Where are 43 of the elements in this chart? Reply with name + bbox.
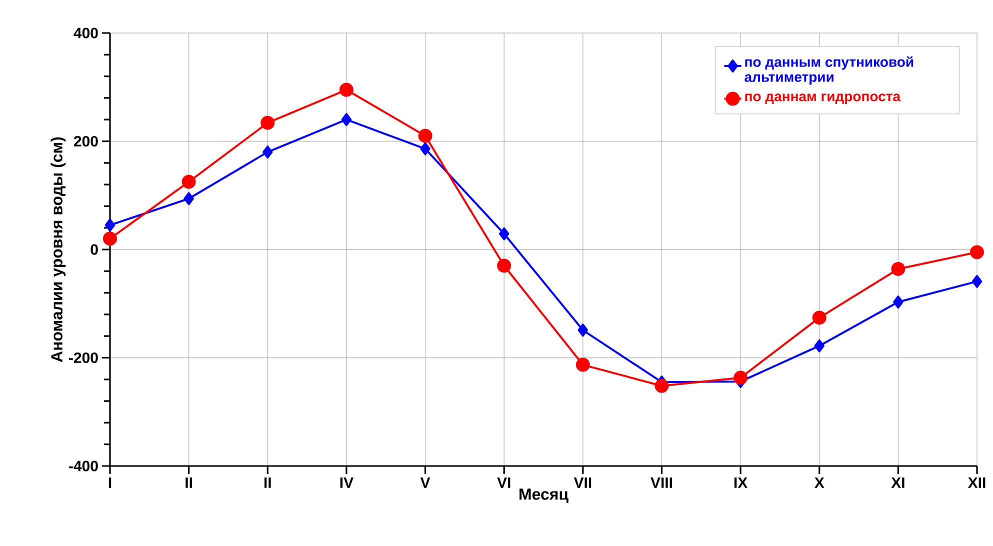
y-tick-label: -400 — [69, 460, 98, 472]
x-tick-label: VI — [497, 478, 510, 488]
x-tick-label: I — [108, 478, 112, 488]
point — [260, 116, 275, 130]
legend-label: по данным спутниковой альтиметрии — [744, 56, 914, 85]
point — [497, 258, 512, 273]
y-axis-title: Аномалии уровня воды (см) — [50, 137, 66, 362]
point — [970, 245, 984, 260]
x-tick-label: V — [420, 478, 430, 488]
y-tick-label: 0 — [90, 244, 98, 255]
x-tick-label: VII — [574, 478, 592, 488]
point — [184, 192, 194, 206]
point — [893, 296, 904, 308]
point — [341, 113, 352, 126]
x-tick-label: IX — [734, 478, 748, 488]
legend-label: по даннам гидропоста — [745, 94, 901, 104]
point — [812, 310, 826, 325]
y-tick-label: 200 — [74, 136, 98, 147]
x-tick-label: X — [814, 478, 824, 488]
point — [576, 358, 590, 372]
point — [972, 274, 982, 288]
point — [104, 218, 116, 232]
x-tick-label: XII — [968, 478, 986, 488]
point — [891, 262, 906, 276]
point — [339, 82, 354, 97]
x-tick-label: II — [186, 478, 192, 488]
point — [420, 142, 430, 156]
x-tick-label: II — [264, 478, 271, 488]
point — [578, 324, 588, 337]
y-tick-label: 400 — [74, 28, 98, 38]
point — [654, 378, 669, 393]
point — [814, 339, 824, 352]
x-axis-title: Месяц — [520, 488, 568, 503]
point — [498, 227, 510, 240]
point — [262, 146, 273, 159]
point — [103, 232, 117, 246]
x-tick-label: IV — [340, 478, 354, 488]
point — [182, 174, 196, 189]
x-tick-label: XI — [891, 478, 904, 488]
point — [418, 128, 432, 143]
x-tick-label: VIII — [650, 478, 672, 488]
point — [734, 370, 748, 385]
y-tick-label: -200 — [69, 352, 98, 364]
